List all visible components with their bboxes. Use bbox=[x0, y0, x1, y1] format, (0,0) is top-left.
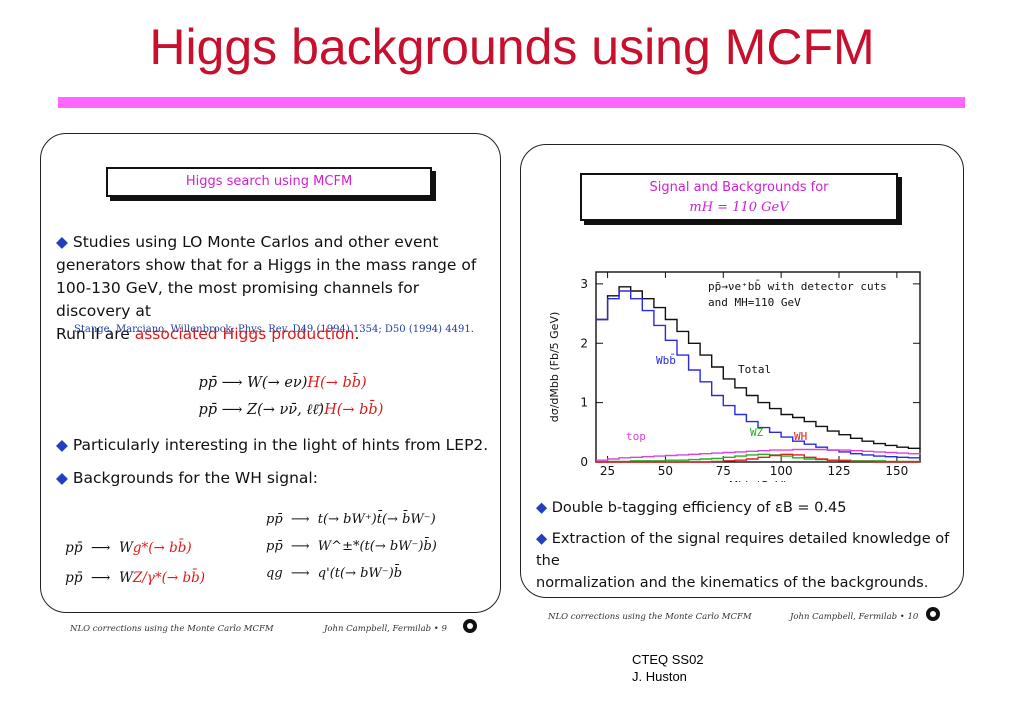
x-tick-label-100: 100 bbox=[770, 464, 793, 478]
left-panel-frame bbox=[40, 133, 501, 613]
background-process-4: pp̄ ⟶ W^±*(t(→ bW⁻)b̄) bbox=[266, 539, 437, 554]
chart-frame bbox=[595, 271, 921, 463]
bullet1-line-b: generators show that for a Higgs in the … bbox=[56, 256, 477, 274]
left-panel-header-box: Higgs search using MCFM bbox=[106, 167, 432, 197]
gear-icon bbox=[926, 607, 940, 621]
bullet-dot-icon: ◆ bbox=[536, 531, 548, 547]
y-tick-label-1: 1 bbox=[580, 396, 588, 410]
background-process-2: pp̄ ⟶ WZ/γ*(→ bb̄) bbox=[48, 554, 205, 602]
bg2-process: pp̄ ⟶ W bbox=[65, 570, 133, 586]
left-bullet-1: ◆ Studies using LO Monte Carlos and othe… bbox=[56, 231, 496, 346]
right-footer-author: John Campbell, Fermilab • 10 bbox=[790, 612, 919, 622]
equation-2: pp̄ ⟶ Z(→ νν̄, ℓℓ̄)H(→ bb̄) bbox=[180, 386, 383, 435]
right-bullet-2: ◆ Extraction of the signal requires deta… bbox=[536, 528, 966, 594]
title-underline-bar bbox=[58, 97, 965, 108]
right-bullet-1: ◆ Double b-tagging efficiency of εB = 0.… bbox=[536, 497, 961, 520]
right-bullet2-line-a: Extraction of the signal requires detail… bbox=[536, 531, 950, 569]
eq2-process: pp̄ ⟶ Z(→ νν̄, ℓℓ̄) bbox=[198, 402, 325, 418]
bg1-process: pp̄ ⟶ W bbox=[65, 540, 133, 556]
series-line-2 bbox=[596, 448, 921, 461]
y-tick-label-2: 2 bbox=[580, 336, 588, 350]
bg1-decay: g*(→ bb̄) bbox=[132, 540, 192, 556]
y-tick-label-0: 0 bbox=[580, 455, 588, 469]
equation-1: pp̄ ⟶ W(→ eν)H(→ bb̄) bbox=[180, 359, 367, 407]
bullet-dot-icon: ◆ bbox=[56, 469, 68, 487]
series-label-wz: WZ bbox=[750, 426, 764, 439]
footer-line-1: CTEQ SS02 bbox=[632, 652, 704, 667]
series-label-top: top bbox=[626, 430, 646, 443]
series-line-0 bbox=[596, 286, 921, 449]
x-tick-label-25: 25 bbox=[600, 464, 615, 478]
left-scan-panel: Higgs search using MCFM ◆ Studies using … bbox=[40, 133, 503, 637]
eq2-higgs: H(→ bb̄) bbox=[324, 402, 384, 418]
bullet-dot-icon: ◆ bbox=[536, 500, 548, 516]
bullet1-line-d: Run II are bbox=[56, 325, 135, 343]
left-bullet-3: ◆ Backgrounds for the WH signal: bbox=[56, 467, 496, 490]
bullet1-end: . bbox=[354, 325, 360, 343]
right-bullet2-line-b: normalization and the kinematics of the … bbox=[536, 575, 929, 591]
bullet1-line-a: Studies using LO Monte Carlos and other … bbox=[72, 233, 439, 251]
right-bullet1-text: Double b-tagging efficiency of εB = 0.45 bbox=[551, 500, 847, 516]
left-footer-author: John Campbell, Fermilab • 9 bbox=[324, 624, 447, 634]
bullet3-text: Backgrounds for the WH signal: bbox=[72, 469, 318, 487]
right-panel-header-box: Signal and Backgrounds for mH = 110 GeV bbox=[580, 173, 898, 221]
background-process-5: qg ⟶ q'(t(→ bW⁻)b̄ bbox=[266, 566, 403, 581]
x-tick-label-125: 125 bbox=[828, 464, 851, 478]
background-chart: 25 50 75 100 125 150 0 1 2 3 Mbb (GeV) dσ/dMbb (Fb/… bbox=[548, 271, 921, 482]
series-line-1 bbox=[596, 290, 921, 459]
series-line-4 bbox=[596, 453, 920, 463]
right-panel-frame bbox=[520, 144, 964, 598]
bullet-dot-icon: ◆ bbox=[56, 233, 68, 251]
left-footer-text: NLO corrections using the Monte Carlo MC… bbox=[70, 624, 274, 634]
reference-citation: Stange, Marciano, Willenbrock: Phys. Rev… bbox=[74, 324, 474, 335]
y-axis-label: dσ/dMbb (Fb/5 GeV) bbox=[548, 312, 561, 423]
right-header-line-1: Signal and Backgrounds for bbox=[649, 180, 829, 195]
bullet1-highlight: associated Higgs production bbox=[134, 325, 355, 343]
background-process-3: pp̄ ⟶ t(→ bW⁺)t̄(→ b̄W⁻) bbox=[266, 512, 436, 527]
bg2-decay: Z/γ*(→ bb̄) bbox=[132, 570, 206, 586]
x-tick-label-50: 50 bbox=[658, 464, 673, 478]
x-tick-label-150: 150 bbox=[885, 464, 908, 478]
eq1-process: pp̄ ⟶ W(→ eν) bbox=[198, 375, 308, 391]
gear-icon bbox=[463, 619, 477, 633]
right-footer-text: NLO corrections using the Monte Carlo MC… bbox=[548, 612, 752, 622]
x-tick-label-75: 75 bbox=[716, 464, 731, 478]
series-label-total: Total bbox=[738, 363, 771, 376]
bullet2-text: Particularly interesting in the light of… bbox=[72, 436, 489, 454]
bullet1-line-c: 100-130 GeV, the most promising channels… bbox=[56, 279, 420, 320]
slide-title: Higgs backgrounds using MCFM bbox=[149, 19, 875, 75]
bullet-dot-icon: ◆ bbox=[56, 436, 68, 454]
right-header-line-2: mH = 110 GeV bbox=[689, 200, 789, 215]
chart-annotation-line-1: pp̄→νe⁺bb̄ with detector cuts bbox=[708, 280, 887, 293]
series-label-wbb: Wbb̄ bbox=[656, 354, 676, 367]
series-label-wh: WH bbox=[794, 430, 807, 443]
background-process-1: pp̄ ⟶ Wg*(→ bb̄) bbox=[48, 524, 192, 572]
right-scan-panel: Signal and Backgrounds for mH = 110 GeV … bbox=[518, 142, 966, 625]
slide-footer: CTEQ SS02 J. Huston bbox=[632, 651, 704, 685]
y-tick-label-3: 3 bbox=[580, 277, 588, 291]
eq1-higgs: H(→ bb̄) bbox=[307, 375, 367, 391]
left-panel-header: Higgs search using MCFM bbox=[185, 174, 353, 189]
chart-annotation-line-2: and MH=110 GeV bbox=[708, 296, 801, 309]
x-axis-label: Mbb (GeV) bbox=[729, 479, 787, 482]
left-bullet-2: ◆ Particularly interesting in the light … bbox=[56, 434, 496, 457]
footer-line-2: J. Huston bbox=[632, 669, 687, 684]
